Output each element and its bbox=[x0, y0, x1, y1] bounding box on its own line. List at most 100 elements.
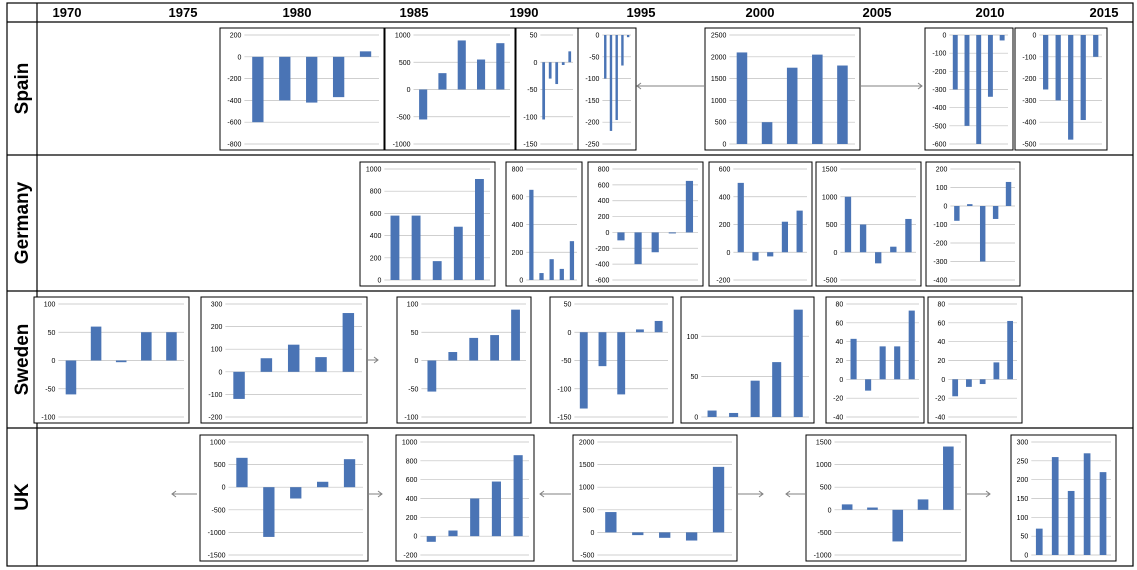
tick-label: 1000 bbox=[402, 440, 418, 447]
chart-frame bbox=[572, 434, 738, 562]
bar bbox=[707, 410, 717, 417]
bar bbox=[342, 313, 355, 372]
tick-label: 2000 bbox=[711, 54, 727, 61]
tick-label: 0 bbox=[839, 377, 843, 384]
bar bbox=[685, 180, 694, 233]
year-label-1990: 1990 bbox=[510, 5, 539, 20]
bar bbox=[651, 232, 659, 253]
bar bbox=[252, 56, 264, 123]
bar bbox=[548, 62, 552, 79]
tick-label: 800 bbox=[512, 167, 524, 174]
tick-label: 50 bbox=[564, 302, 572, 309]
tick-label: -1500 bbox=[208, 553, 226, 560]
bar bbox=[865, 379, 872, 391]
bar bbox=[604, 35, 607, 79]
tick-label: -50 bbox=[561, 358, 571, 365]
tick-label: 0 bbox=[413, 534, 417, 541]
bar bbox=[491, 481, 501, 537]
bar bbox=[1083, 453, 1091, 555]
tick-label: -500 bbox=[211, 507, 225, 514]
bar bbox=[1035, 528, 1043, 555]
bar bbox=[966, 379, 972, 387]
tick-label: 20 bbox=[938, 358, 946, 365]
bar bbox=[685, 532, 698, 541]
tick-label: 2500 bbox=[711, 33, 727, 40]
tick-label: 800 bbox=[598, 167, 610, 174]
tick-label: -100 bbox=[1022, 54, 1036, 61]
tick-label: 0 bbox=[237, 54, 241, 61]
connector-arrow bbox=[738, 490, 764, 498]
bar bbox=[617, 332, 626, 395]
bar bbox=[635, 329, 644, 333]
year-label-2015: 2015 bbox=[1090, 5, 1119, 20]
tick-label: -600 bbox=[595, 278, 609, 285]
bar bbox=[555, 62, 559, 85]
bar bbox=[659, 532, 671, 538]
bar bbox=[359, 51, 372, 57]
tick-label: -50 bbox=[589, 54, 599, 61]
bar bbox=[569, 241, 575, 280]
bar bbox=[427, 360, 437, 392]
bar bbox=[859, 224, 867, 253]
tick-label: 0 bbox=[722, 142, 726, 149]
tick-label: 40 bbox=[836, 339, 844, 346]
tick-label: 1500 bbox=[822, 167, 838, 174]
tick-label: 0 bbox=[694, 415, 698, 422]
tick-label: 0 bbox=[51, 358, 55, 365]
chart-spain-6: 0 -100 -200 -300 -400 -500 -600 bbox=[924, 27, 1014, 151]
chart-frame bbox=[825, 296, 925, 424]
tick-label: 1000 bbox=[395, 33, 411, 40]
bar bbox=[772, 362, 782, 417]
chart-panels: 2000-200-400-600-80010005000-500-1000500… bbox=[33, 27, 1117, 562]
bar bbox=[438, 73, 447, 90]
tick-label: 200 bbox=[598, 214, 610, 221]
connector-arrow bbox=[369, 490, 383, 498]
bar bbox=[867, 507, 878, 510]
tick-label: 1000 bbox=[711, 98, 727, 105]
chart-germany-4: 600 400 200 0 -200 bbox=[708, 161, 813, 287]
row-label-spain: Spain bbox=[12, 63, 33, 115]
tick-label: 100 bbox=[687, 334, 699, 341]
chart-frame bbox=[505, 161, 583, 287]
tick-label: 1000 bbox=[816, 462, 832, 469]
tick-label: 400 bbox=[512, 222, 524, 229]
bar bbox=[987, 35, 993, 97]
tick-label: 0 bbox=[222, 485, 226, 492]
tick-label: 2000 bbox=[579, 440, 595, 447]
tick-label: 100 bbox=[211, 347, 223, 354]
year-label-1980: 1980 bbox=[283, 5, 312, 20]
tick-label: 400 bbox=[598, 198, 610, 205]
bar bbox=[952, 379, 959, 397]
chart-sweden-3: 100 50 0 -50 -100 bbox=[396, 296, 532, 424]
tick-label: 0 bbox=[567, 330, 571, 337]
tick-label: 0 bbox=[407, 87, 411, 94]
bar bbox=[332, 56, 345, 98]
tick-label: -200 bbox=[1022, 76, 1036, 83]
chart-germany-1: 1000 800 600 400 200 0 bbox=[359, 161, 496, 287]
tick-label: 1000 bbox=[822, 194, 838, 201]
bar bbox=[621, 35, 624, 66]
chart-spain-3: 50 0 -50 -100 -150 bbox=[515, 27, 579, 151]
tick-label: 400 bbox=[719, 194, 731, 201]
chart-frame bbox=[805, 434, 967, 562]
tick-label: 200 bbox=[406, 515, 418, 522]
bar bbox=[654, 320, 663, 333]
bar bbox=[737, 182, 744, 253]
tick-label: -400 bbox=[227, 98, 241, 105]
tick-label: 100 bbox=[1017, 515, 1029, 522]
bar bbox=[908, 310, 915, 380]
tick-label: -100 bbox=[523, 114, 537, 121]
tick-label: 300 bbox=[1017, 440, 1029, 447]
tick-label: -600 bbox=[932, 142, 946, 149]
chart-sweden-6: 80 60 40 20 0 -20 -40 bbox=[825, 296, 925, 424]
bar bbox=[453, 226, 463, 280]
tick-label: -500 bbox=[932, 123, 946, 130]
chart-frame bbox=[927, 296, 1023, 424]
bar bbox=[615, 35, 618, 121]
tick-label: 600 bbox=[512, 194, 524, 201]
row-label-sweden: Sweden bbox=[12, 324, 33, 396]
tick-label: 200 bbox=[370, 255, 382, 262]
bar bbox=[559, 268, 564, 280]
tick-label: -100 bbox=[208, 392, 222, 399]
chart-frame bbox=[577, 27, 637, 151]
